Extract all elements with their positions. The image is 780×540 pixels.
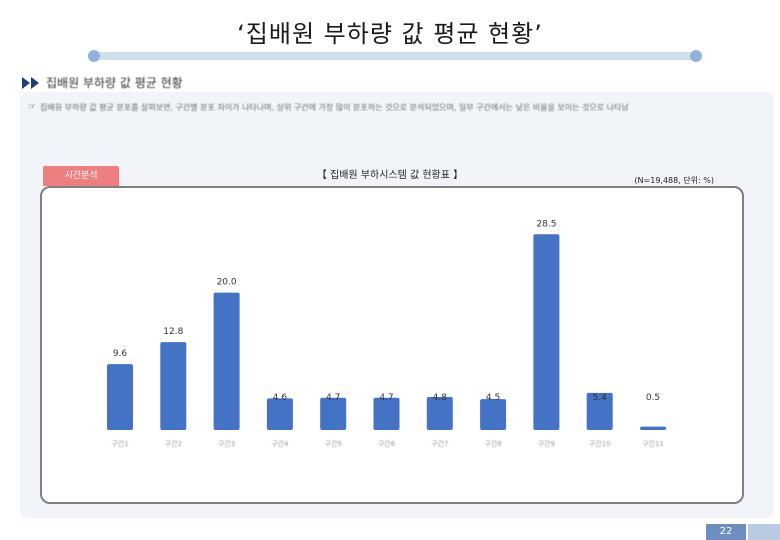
bar-2 (160, 342, 187, 430)
title-bar-right-dot (690, 50, 702, 62)
bar-chart: 9.6 구간1 12.8 구간2 20.0 구간3 4.6 구간4 4.7 구간5 4.7 구간6 4.… (107, 219, 666, 448)
category-label-1: 구간1 (111, 439, 128, 448)
pointing-hand-icon: ☞ (28, 102, 37, 112)
bar-value-label-5: 4.7 (326, 393, 340, 403)
bar-value-label-4: 4.6 (273, 393, 288, 403)
bar-9 (533, 234, 560, 430)
bar-11 (640, 426, 666, 430)
bar-6 (373, 397, 400, 430)
bar-4 (266, 398, 293, 430)
page-title: ‘집배원 부하량 값 평균 현황’ (237, 20, 543, 48)
bar-1 (107, 364, 133, 430)
bar-value-label-6: 4.7 (379, 393, 393, 403)
title-bar-left-dot (88, 50, 100, 62)
bar-value-label-9: 28.5 (536, 219, 556, 229)
analysis-note: 집배원 부하량 값 평균 분포를 살펴보면, 구간별 분포 차이가 나타나며, … (40, 103, 629, 112)
bar-value-label-8: 4.5 (486, 393, 500, 403)
page-number-accent (748, 524, 780, 540)
category-label-11: 구간11 (642, 439, 664, 448)
bar-value-label-11: 0.5 (646, 393, 660, 403)
chevron-right-icon (22, 76, 30, 89)
bar-value-label-1: 9.6 (113, 349, 128, 359)
category-label-6: 구간6 (378, 439, 396, 448)
category-label-8: 구간8 (484, 439, 501, 448)
bar-value-label-2: 12.8 (163, 327, 183, 337)
page-number: 22 (706, 524, 746, 540)
bar-value-label-7: 4.8 (433, 393, 448, 403)
category-label-10: 구간10 (589, 439, 611, 448)
chart-title: 【 집배원 부하시스템 값 현황표 】 (316, 170, 464, 181)
category-label-9: 구간9 (538, 439, 555, 448)
bar-10 (586, 392, 613, 430)
title-underline-bar (92, 52, 698, 60)
category-label-3: 구간3 (218, 439, 235, 448)
section-title: 집배원 부하량 값 평균 현황 (46, 76, 183, 90)
tab-time-analysis[interactable]: 시간분석 (43, 166, 119, 186)
bar-value-label-10: 5.4 (593, 393, 608, 403)
bar-8 (480, 399, 507, 430)
category-label-7: 구간7 (431, 439, 448, 448)
section-heading: 집배원 부하량 값 평균 현황 (22, 74, 183, 91)
bar-5 (320, 397, 347, 430)
bar-3 (213, 292, 240, 430)
category-label-2: 구간2 (165, 439, 182, 448)
chart-frame (40, 186, 744, 504)
bar-value-label-3: 20.0 (217, 278, 237, 288)
chart-sample-info: (N=19,488, 단위: %) (634, 176, 714, 185)
category-label-5: 구간5 (325, 439, 342, 448)
category-label-4: 구간4 (271, 439, 289, 448)
chevron-right-icon (31, 76, 39, 89)
bar-7 (426, 397, 453, 430)
